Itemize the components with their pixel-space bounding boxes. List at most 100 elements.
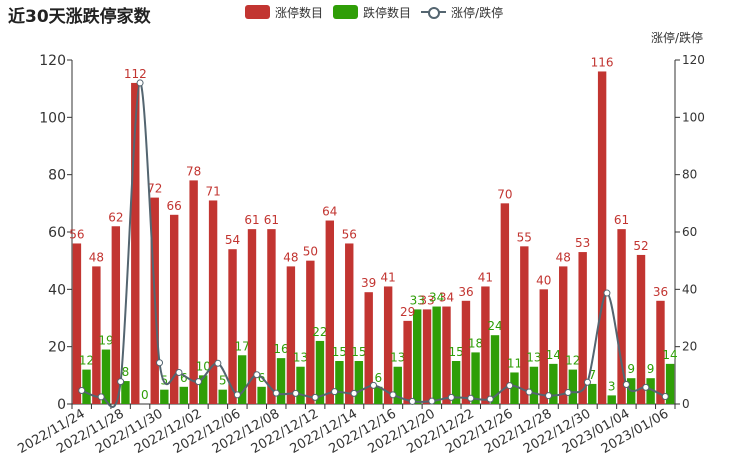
- y-left-tick-label: 120: [39, 53, 66, 69]
- data-label-up: 116: [591, 55, 614, 69]
- bar-down: [276, 358, 286, 404]
- bar-up: [208, 200, 218, 404]
- data-label-up: 70: [497, 187, 512, 201]
- legend-label-down: 跌停数目: [363, 5, 412, 20]
- bar-down: [179, 386, 188, 404]
- bar-down: [451, 361, 461, 404]
- data-label-up: 55: [517, 230, 532, 244]
- bar-down: [646, 378, 655, 404]
- data-label-down: 16: [273, 342, 288, 356]
- y-left-tick-label: 80: [48, 168, 66, 184]
- bar-up: [617, 229, 626, 404]
- ratio-point: [642, 383, 650, 391]
- ratio-point: [428, 397, 436, 405]
- bar-down: [549, 363, 558, 404]
- bar-up: [403, 320, 412, 404]
- ratio-point: [583, 378, 591, 386]
- data-label-down: 13: [293, 351, 308, 365]
- ratio-point: [350, 389, 358, 397]
- data-label-up: 33: [419, 293, 434, 307]
- bar-down: [607, 395, 616, 404]
- bar-up: [169, 214, 179, 404]
- data-label-up: 72: [147, 182, 162, 196]
- y-right-tick-label: 60: [682, 225, 697, 239]
- data-label-down: 14: [662, 348, 677, 362]
- bar-down: [374, 386, 383, 404]
- data-label-up: 61: [614, 213, 629, 227]
- data-label-up: 36: [653, 285, 668, 299]
- data-label-up: 41: [478, 270, 493, 284]
- bar-down: [82, 369, 91, 404]
- data-label-up: 62: [108, 210, 123, 224]
- data-label-down: 5: [219, 374, 227, 388]
- bar-up: [228, 249, 237, 404]
- y-right-axis-name: 涨停/跌停: [651, 30, 703, 45]
- bar-down: [160, 389, 169, 404]
- bar-up: [520, 246, 529, 404]
- y-left-tick-label: 60: [48, 225, 66, 241]
- bar-up: [92, 266, 101, 404]
- legend-line-icon: [421, 5, 447, 19]
- ratio-point: [603, 289, 611, 297]
- bar-up: [442, 306, 451, 404]
- data-label-up: 112: [124, 67, 147, 81]
- bar-down: [218, 389, 227, 404]
- data-label-up: 61: [264, 213, 279, 227]
- bar-up: [267, 229, 276, 404]
- bar-down: [588, 383, 597, 404]
- ratio-point: [564, 389, 572, 397]
- ratio-point: [467, 394, 475, 402]
- legend-item-ratio[interactable]: 涨停/跌停: [421, 4, 503, 21]
- data-label-down: 22: [312, 325, 327, 339]
- y-right-tick-label: 100: [682, 110, 705, 124]
- data-label-up: 54: [225, 233, 240, 247]
- bar-down: [101, 349, 111, 404]
- y-right-tick-label: 80: [682, 168, 697, 182]
- data-label-down: 12: [79, 354, 94, 368]
- data-label-up: 34: [439, 291, 454, 305]
- bar-down: [335, 361, 344, 404]
- bar-down: [471, 352, 480, 404]
- bar-down: [354, 361, 364, 404]
- legend-item-down[interactable]: 跌停数目: [333, 4, 411, 21]
- bar-up: [500, 203, 510, 404]
- bar-down: [413, 309, 422, 404]
- data-label-up: 40: [536, 273, 551, 287]
- bar-down: [199, 375, 208, 404]
- y-right-tick-label: 0: [682, 397, 690, 411]
- data-label-up: 39: [361, 276, 376, 290]
- data-label-down: 34: [429, 291, 444, 305]
- data-label-down: 17: [234, 339, 249, 353]
- ratio-point: [311, 393, 319, 401]
- bar-up: [383, 286, 393, 404]
- bar-down: [490, 335, 500, 404]
- bar-up: [286, 266, 296, 404]
- data-label-down: 7: [588, 368, 596, 382]
- ratio-point: [272, 389, 280, 397]
- data-label-up: 64: [322, 205, 337, 219]
- data-label-down: 3: [608, 379, 616, 393]
- bar-up: [539, 289, 548, 404]
- bar-down: [315, 340, 325, 404]
- data-label-up: 29: [400, 305, 415, 319]
- ratio-point: [486, 395, 494, 403]
- bar-up: [422, 309, 432, 404]
- legend-item-up[interactable]: 涨停数目: [245, 4, 323, 21]
- bar-down: [257, 386, 266, 404]
- ratio-point: [214, 359, 222, 367]
- data-label-down: 13: [526, 351, 541, 365]
- data-label-down: 18: [468, 336, 483, 350]
- legend-swatch-down: [333, 5, 359, 19]
- y-left-tick-label: 100: [39, 110, 66, 126]
- ratio-point: [175, 368, 183, 376]
- chart-title: 近30天涨跌停家数: [8, 7, 151, 27]
- bar-up: [72, 243, 82, 404]
- ratio-point: [117, 378, 125, 386]
- bar-up: [325, 220, 334, 404]
- data-label-up: 52: [633, 239, 648, 253]
- data-label-up: 78: [186, 164, 201, 178]
- ratio-point: [292, 389, 300, 397]
- legend-swatch-up: [245, 5, 270, 19]
- y-left-tick-label: 20: [48, 340, 66, 356]
- y-right-tick-label: 120: [682, 53, 705, 67]
